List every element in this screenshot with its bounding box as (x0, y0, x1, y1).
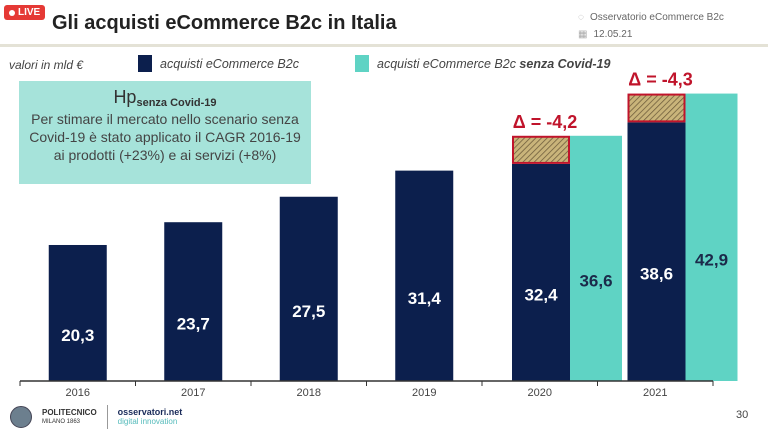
bar-value-label: 36,6 (579, 271, 612, 290)
header-meta: ◌ Osservatorio eCommerce B2c ▦ 12.05.21 (578, 9, 724, 43)
bar-value-label: 20,3 (61, 326, 94, 345)
legend-label: acquisti eCommerce B2c (160, 56, 299, 71)
bar-actual (627, 122, 686, 381)
footer-logos: POLITECNICO MILANO 1863 osservatori.net di… (10, 405, 182, 429)
slide-title: Gli acquisti eCommerce B2c in Italia (52, 12, 397, 34)
x-tick-label: 2019 (412, 387, 436, 399)
bar-actual (48, 244, 107, 381)
calendar-icon: ▦ (578, 29, 588, 40)
live-label: LIVE (18, 7, 41, 18)
hypothesis-box: Hpsenza Covid-19 Per stimare il mercato … (19, 81, 311, 184)
date-label: 12.05.21 (593, 29, 633, 40)
x-tick-label: 2017 (181, 387, 205, 399)
x-tick-label: 2021 (643, 387, 667, 399)
header-divider (0, 44, 768, 47)
legend-item-actual: acquisti eCommerce B2c (138, 55, 299, 72)
osservatori-sub: digital innovation (117, 417, 178, 426)
hypothesis-title: Hp (113, 87, 137, 107)
x-tick-label: 2016 (66, 387, 90, 399)
covid-gap-hatch (512, 135, 570, 164)
bar-actual (164, 222, 223, 381)
hypothesis-subscript: senza Covid-19 (136, 97, 217, 109)
bar-value-label: 23,7 (177, 315, 210, 334)
osservatori-logo: osservatori.net digital innovation (117, 407, 183, 427)
bar-actual (512, 163, 570, 381)
legend-label-bold: senza Covid-19 (519, 56, 611, 71)
page-number: 30 (736, 409, 749, 421)
bar-actual (279, 196, 338, 381)
live-badge: LIVE (4, 5, 46, 20)
bar-no-covid (685, 93, 738, 381)
bar-no-covid (570, 135, 622, 381)
delta-annotation: Δ = -4,2 (513, 112, 577, 132)
politecnico-seal-icon (10, 406, 32, 428)
politecnico-sub: MILANO 1863 (42, 418, 81, 425)
bar-value-label: 32,4 (524, 285, 558, 304)
x-tick-label: 2020 (528, 387, 552, 399)
legend-swatch (355, 55, 369, 72)
bar-value-label: 31,4 (408, 289, 442, 308)
covid-gap-hatch (627, 93, 686, 123)
osservatori-name: osservatori.net (117, 407, 183, 417)
legend-swatch (138, 55, 152, 72)
legend-label: acquisti eCommerce B2c (377, 56, 520, 71)
live-dot-icon (9, 9, 15, 16)
bar-actual (395, 170, 454, 381)
bar-value-label: 38,6 (640, 265, 673, 284)
hypothesis-text: Per stimare il mercato nello scenario se… (29, 111, 301, 163)
bar-value-label: 27,5 (292, 302, 325, 321)
legend-item-no-covid: acquisti eCommerce B2c senza Covid-19 (355, 55, 610, 72)
politecnico-logo: POLITECNICO MILANO 1863 (42, 407, 97, 426)
source-label: Osservatorio eCommerce B2c (589, 12, 724, 23)
chat-bubble-icon: ◌ (578, 12, 584, 23)
politecnico-name: POLITECNICO (42, 407, 97, 417)
delta-annotation: Δ = -4,3 (628, 70, 692, 90)
bar-value-label: 42,9 (695, 250, 728, 269)
x-tick-label: 2018 (297, 387, 321, 399)
footer-divider (106, 405, 108, 429)
units-label: valori in mld € (9, 58, 84, 72)
